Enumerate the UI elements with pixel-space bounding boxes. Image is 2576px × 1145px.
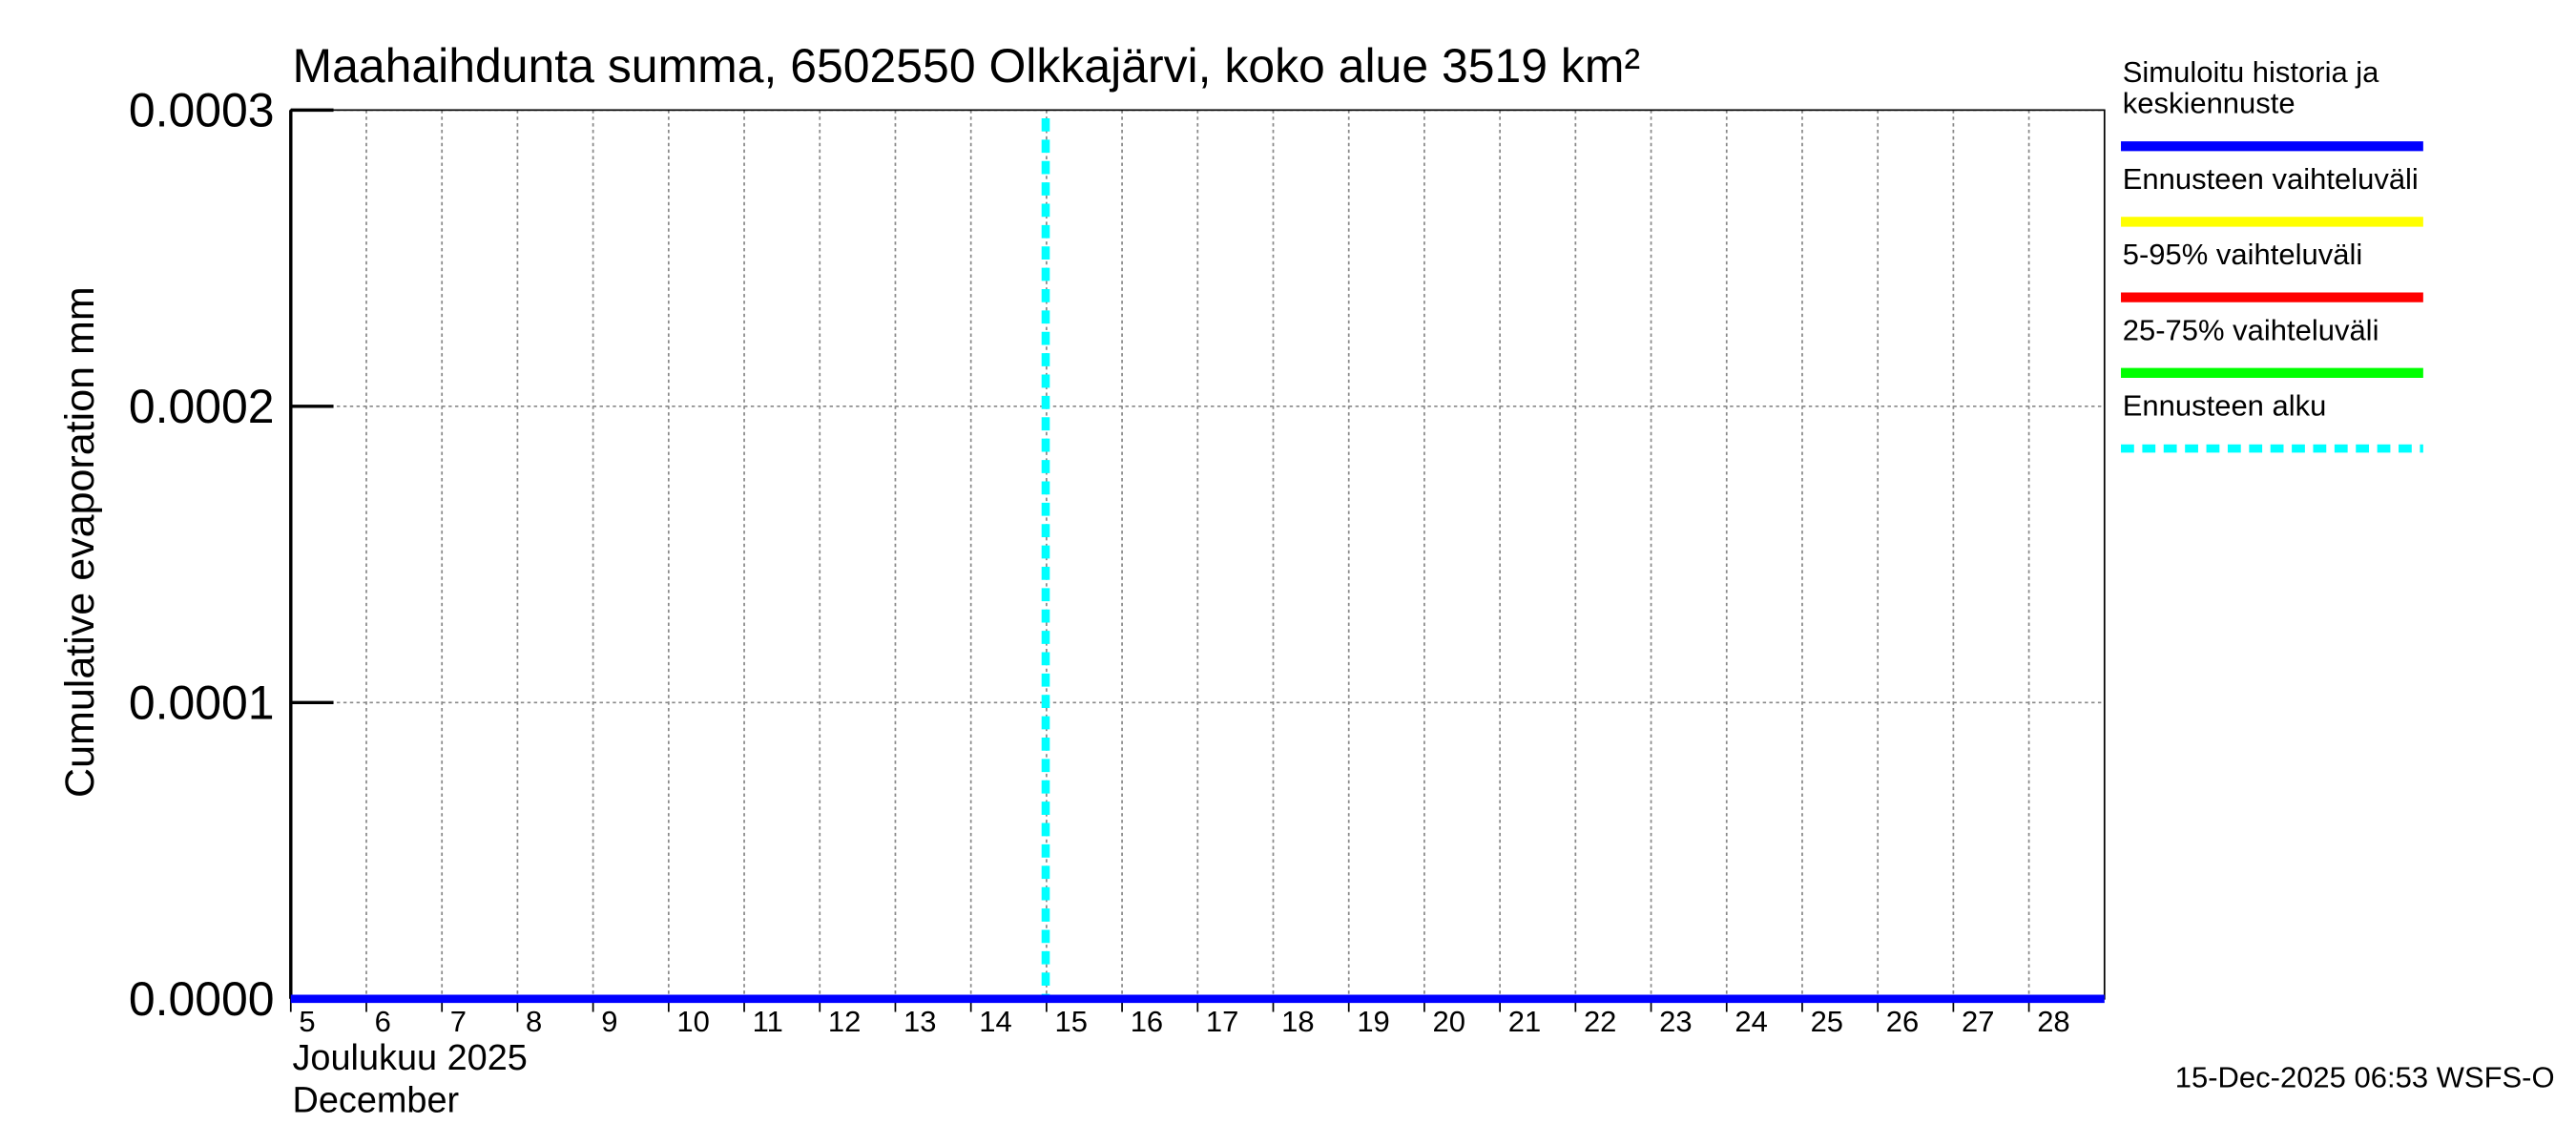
x-tick-label: 11 [753, 1005, 783, 1038]
footer: 15-Dec-2025 06:53 WSFS-O [2175, 1061, 2555, 1094]
x-tick-label: 13 [904, 1005, 936, 1038]
y-tick-label: 0.0002 [129, 380, 275, 433]
legend-label: Simuloitu historia ja keskiennuste [2123, 55, 2379, 120]
x-tick-label: 20 [1433, 1005, 1465, 1038]
x-tick-label: 28 [2037, 1005, 2069, 1038]
x-tick-label: 5 [299, 1005, 315, 1038]
x-tick-label: 22 [1584, 1005, 1616, 1038]
x-tick-label: 25 [1811, 1005, 1843, 1038]
x-tick-label: 6 [375, 1005, 391, 1038]
legend-label: 5-95% vaihteluväli [2123, 238, 2362, 271]
x-tick-label: 10 [676, 1005, 709, 1038]
x-tick-label: 7 [450, 1005, 467, 1038]
x-axis-label: December [293, 1081, 460, 1121]
x-tick-label: 8 [526, 1005, 542, 1038]
legend-label: 25-75% vaihteluväli [2123, 313, 2379, 346]
x-tick-label: 14 [979, 1005, 1011, 1038]
x-tick-label: 23 [1659, 1005, 1692, 1038]
x-tick-label: 26 [1886, 1005, 1919, 1038]
y-tick-label: 0.0001 [129, 677, 275, 730]
x-tick-label: 21 [1508, 1005, 1541, 1038]
x-tick-label: 27 [1962, 1005, 1994, 1038]
x-tick-label: 12 [828, 1005, 861, 1038]
y-axis-label: Cumulative evaporation mm [57, 286, 103, 798]
y-tick-label: 0.0003 [129, 84, 275, 137]
x-tick-label: 16 [1131, 1005, 1163, 1038]
x-tick-label: 24 [1735, 1005, 1767, 1038]
legend-label: Ennusteen alku [2123, 389, 2327, 423]
x-tick-label: 15 [1054, 1005, 1087, 1038]
chart-title: Maahaihdunta summa, 6502550 Olkkajärvi, … [293, 39, 1641, 93]
x-tick-label: 18 [1281, 1005, 1314, 1038]
y-tick-label: 0.0000 [129, 972, 275, 1026]
x-tick-label: 9 [601, 1005, 617, 1038]
x-tick-label: 19 [1357, 1005, 1389, 1038]
x-axis-label: Joulukuu 2025 [293, 1038, 528, 1078]
legend-label: Ennusteen vaihteluväli [2123, 162, 2419, 196]
x-tick-label: 17 [1206, 1005, 1238, 1038]
